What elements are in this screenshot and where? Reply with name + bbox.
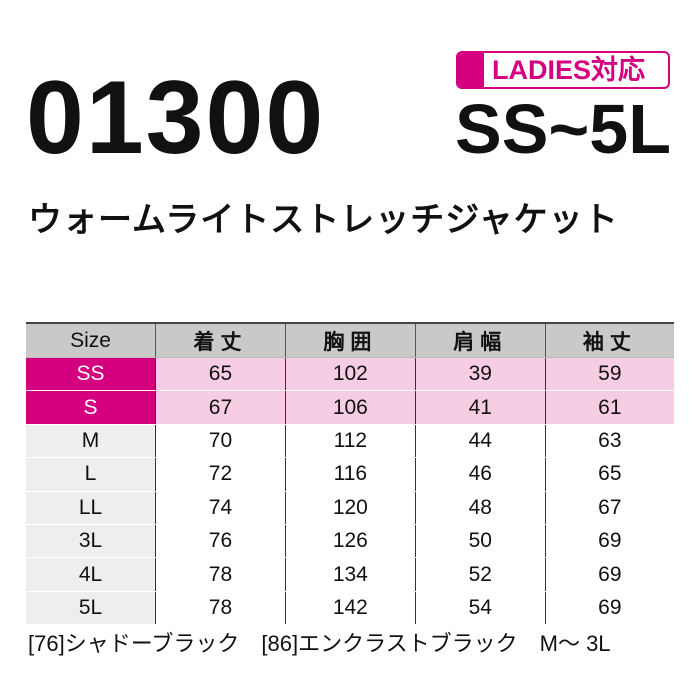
value-cell: 78 xyxy=(155,557,286,592)
column-header: 着丈 xyxy=(155,323,286,358)
value-cell: 102 xyxy=(284,357,416,392)
table-row: S 67 106 41 61 xyxy=(26,390,674,425)
value-cell: 39 xyxy=(414,357,546,392)
column-header: 肩幅 xyxy=(414,323,546,358)
column-header: 袖丈 xyxy=(544,323,674,358)
size-cell: 5L xyxy=(26,591,156,626)
table-row: L 72 116 46 65 xyxy=(26,457,674,492)
product-name: ウォームライトストレッチジャケット xyxy=(28,201,619,239)
size-cell: 4L xyxy=(26,557,156,592)
table-row: 4L 78 134 52 69 xyxy=(26,557,674,592)
value-cell: 52 xyxy=(414,557,546,592)
size-cell: S xyxy=(26,390,156,425)
value-cell: 41 xyxy=(414,390,546,425)
table-row: SS 65 102 39 59 xyxy=(26,357,674,392)
table-row: 3L 76 126 50 69 xyxy=(26,524,674,559)
value-cell: 142 xyxy=(284,591,416,626)
value-cell: 69 xyxy=(544,591,674,626)
size-range: SS~5L xyxy=(455,90,671,168)
value-cell: 44 xyxy=(414,424,546,459)
value-cell: 50 xyxy=(414,524,546,559)
value-cell: 126 xyxy=(284,524,416,559)
value-cell: 72 xyxy=(155,457,286,492)
column-header: 胸囲 xyxy=(284,323,416,358)
value-cell: 67 xyxy=(155,390,286,425)
product-code: 01300 xyxy=(26,60,326,176)
value-cell: 76 xyxy=(155,524,286,559)
value-cell: 69 xyxy=(544,524,674,559)
value-cell: 120 xyxy=(284,491,416,525)
value-cell: 46 xyxy=(414,457,546,492)
value-cell: 63 xyxy=(544,424,674,459)
badge-accent xyxy=(458,53,484,87)
size-cell: SS xyxy=(26,357,156,392)
badge-label: LADIES対応 xyxy=(492,55,646,85)
value-cell: 59 xyxy=(544,357,674,392)
size-table: Size 着丈 胸囲 肩幅 袖丈 SS 65 102 39 59 S 67 106 41 61 M 7… xyxy=(26,322,674,626)
color-note: [76]シャドーブラック [86]エンクラストブラック M～ 3L xyxy=(28,631,611,656)
value-cell: 74 xyxy=(155,491,286,525)
value-cell: 112 xyxy=(284,424,416,459)
value-cell: 134 xyxy=(284,557,416,592)
value-cell: 65 xyxy=(544,457,674,492)
header-row: Size 着丈 胸囲 肩幅 袖丈 xyxy=(26,323,674,358)
value-cell: 69 xyxy=(544,557,674,592)
table-row: LL 74 120 48 67 xyxy=(26,491,674,525)
value-cell: 78 xyxy=(155,591,286,626)
value-cell: 54 xyxy=(414,591,546,626)
table-row: 5L 78 142 54 69 xyxy=(26,591,674,626)
size-cell: 3L xyxy=(26,524,156,559)
value-cell: 65 xyxy=(155,357,286,392)
value-cell: 116 xyxy=(284,457,416,492)
value-cell: 106 xyxy=(284,390,416,425)
ladies-badge: LADIES対応 xyxy=(456,51,670,89)
table-row: M 70 112 44 63 xyxy=(26,424,674,459)
value-cell: 70 xyxy=(155,424,286,459)
size-cell: M xyxy=(26,424,156,459)
value-cell: 48 xyxy=(414,491,546,525)
column-header: Size xyxy=(26,323,156,358)
size-cell: LL xyxy=(26,491,156,525)
value-cell: 67 xyxy=(544,491,674,525)
value-cell: 61 xyxy=(544,390,674,425)
size-cell: L xyxy=(26,457,156,492)
